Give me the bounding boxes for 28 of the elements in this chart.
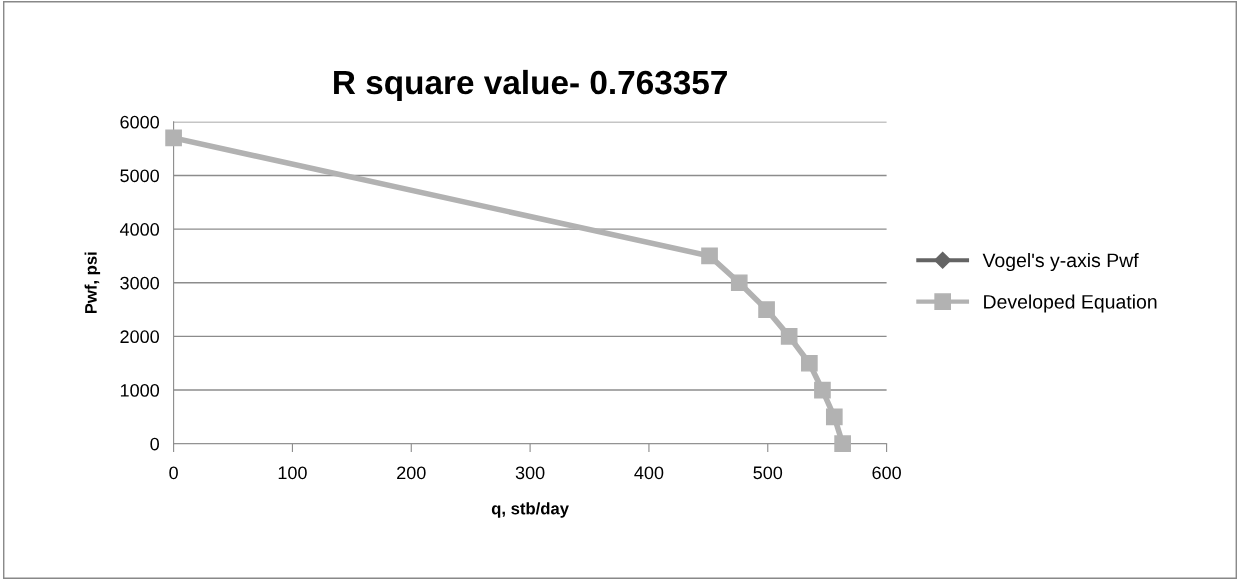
point <box>801 354 818 372</box>
x-tick-label: 400 <box>634 466 664 480</box>
y-tick-label: 5000 <box>120 169 160 183</box>
y-tick-label: 2000 <box>120 330 160 344</box>
x-tick-label: 200 <box>397 466 426 480</box>
point <box>814 381 831 399</box>
y-tick-label: 1000 <box>120 383 160 397</box>
x-tick-label: 600 <box>872 466 901 480</box>
point <box>834 435 851 453</box>
x-tick-label: 300 <box>515 466 545 480</box>
y-tick-label: 6000 <box>120 115 160 129</box>
point <box>825 408 843 426</box>
y-tick-label: 4000 <box>119 223 160 236</box>
point <box>780 328 798 345</box>
x-tick-label: 100 <box>278 466 307 480</box>
y-tick-label: 3000 <box>120 276 160 290</box>
x-axis-title: q, stb/day <box>491 502 569 518</box>
y-tick-label: 0 <box>150 437 160 451</box>
point <box>165 129 182 147</box>
chart-title: R square value- 0.763357 <box>334 69 727 101</box>
x-tick-label: 500 <box>753 466 783 480</box>
point <box>758 301 775 318</box>
y-axis-title: Pwf, psi <box>84 252 101 314</box>
legend-label: Vogel's y-axis Pwf <box>982 252 1139 272</box>
legend-label: Developed Equation <box>984 294 1157 313</box>
point <box>701 247 718 265</box>
point <box>730 274 748 292</box>
x-tick-label: 0 <box>169 466 178 480</box>
